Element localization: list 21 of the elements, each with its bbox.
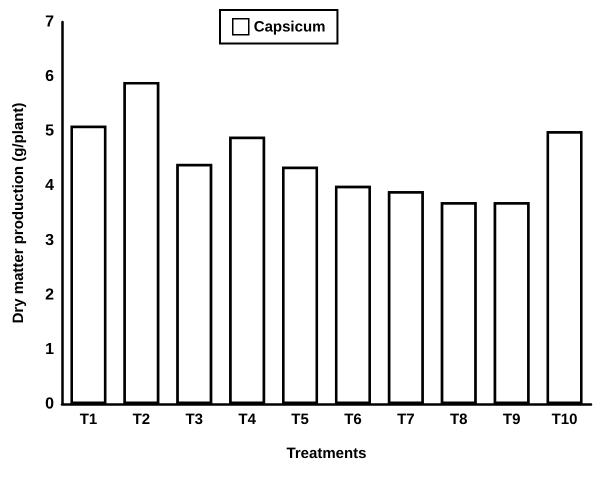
x-tick-label: T7 [397,411,415,428]
x-tick-label: T6 [344,411,362,428]
y-axis-title: Dry matter production (g/plant) [10,102,27,324]
y-tick-label: 4 [45,177,54,194]
y-tick-label: 7 [45,14,54,30]
y-tick-label: 5 [45,122,54,140]
y-tick-label: 2 [45,286,54,304]
x-tick-label: T8 [450,411,468,428]
text: Capsicum [254,18,326,36]
x-tick-label: T4 [238,411,257,428]
x-tick-label: T2 [132,411,150,428]
y-tick-label: 6 [45,68,54,86]
y-tick-label: 3 [45,232,54,249]
x-tick-label: T3 [185,411,204,428]
x-tick-label: T9 [502,411,520,428]
x-tick-label: T10 [552,411,578,428]
x-axis-title: Treatments [286,445,367,462]
y-tick-label: 1 [45,340,54,358]
y-tick-label: 0 [45,396,54,412]
x-tick-label: T5 [291,411,309,428]
x-tick-label: T1 [80,411,98,428]
